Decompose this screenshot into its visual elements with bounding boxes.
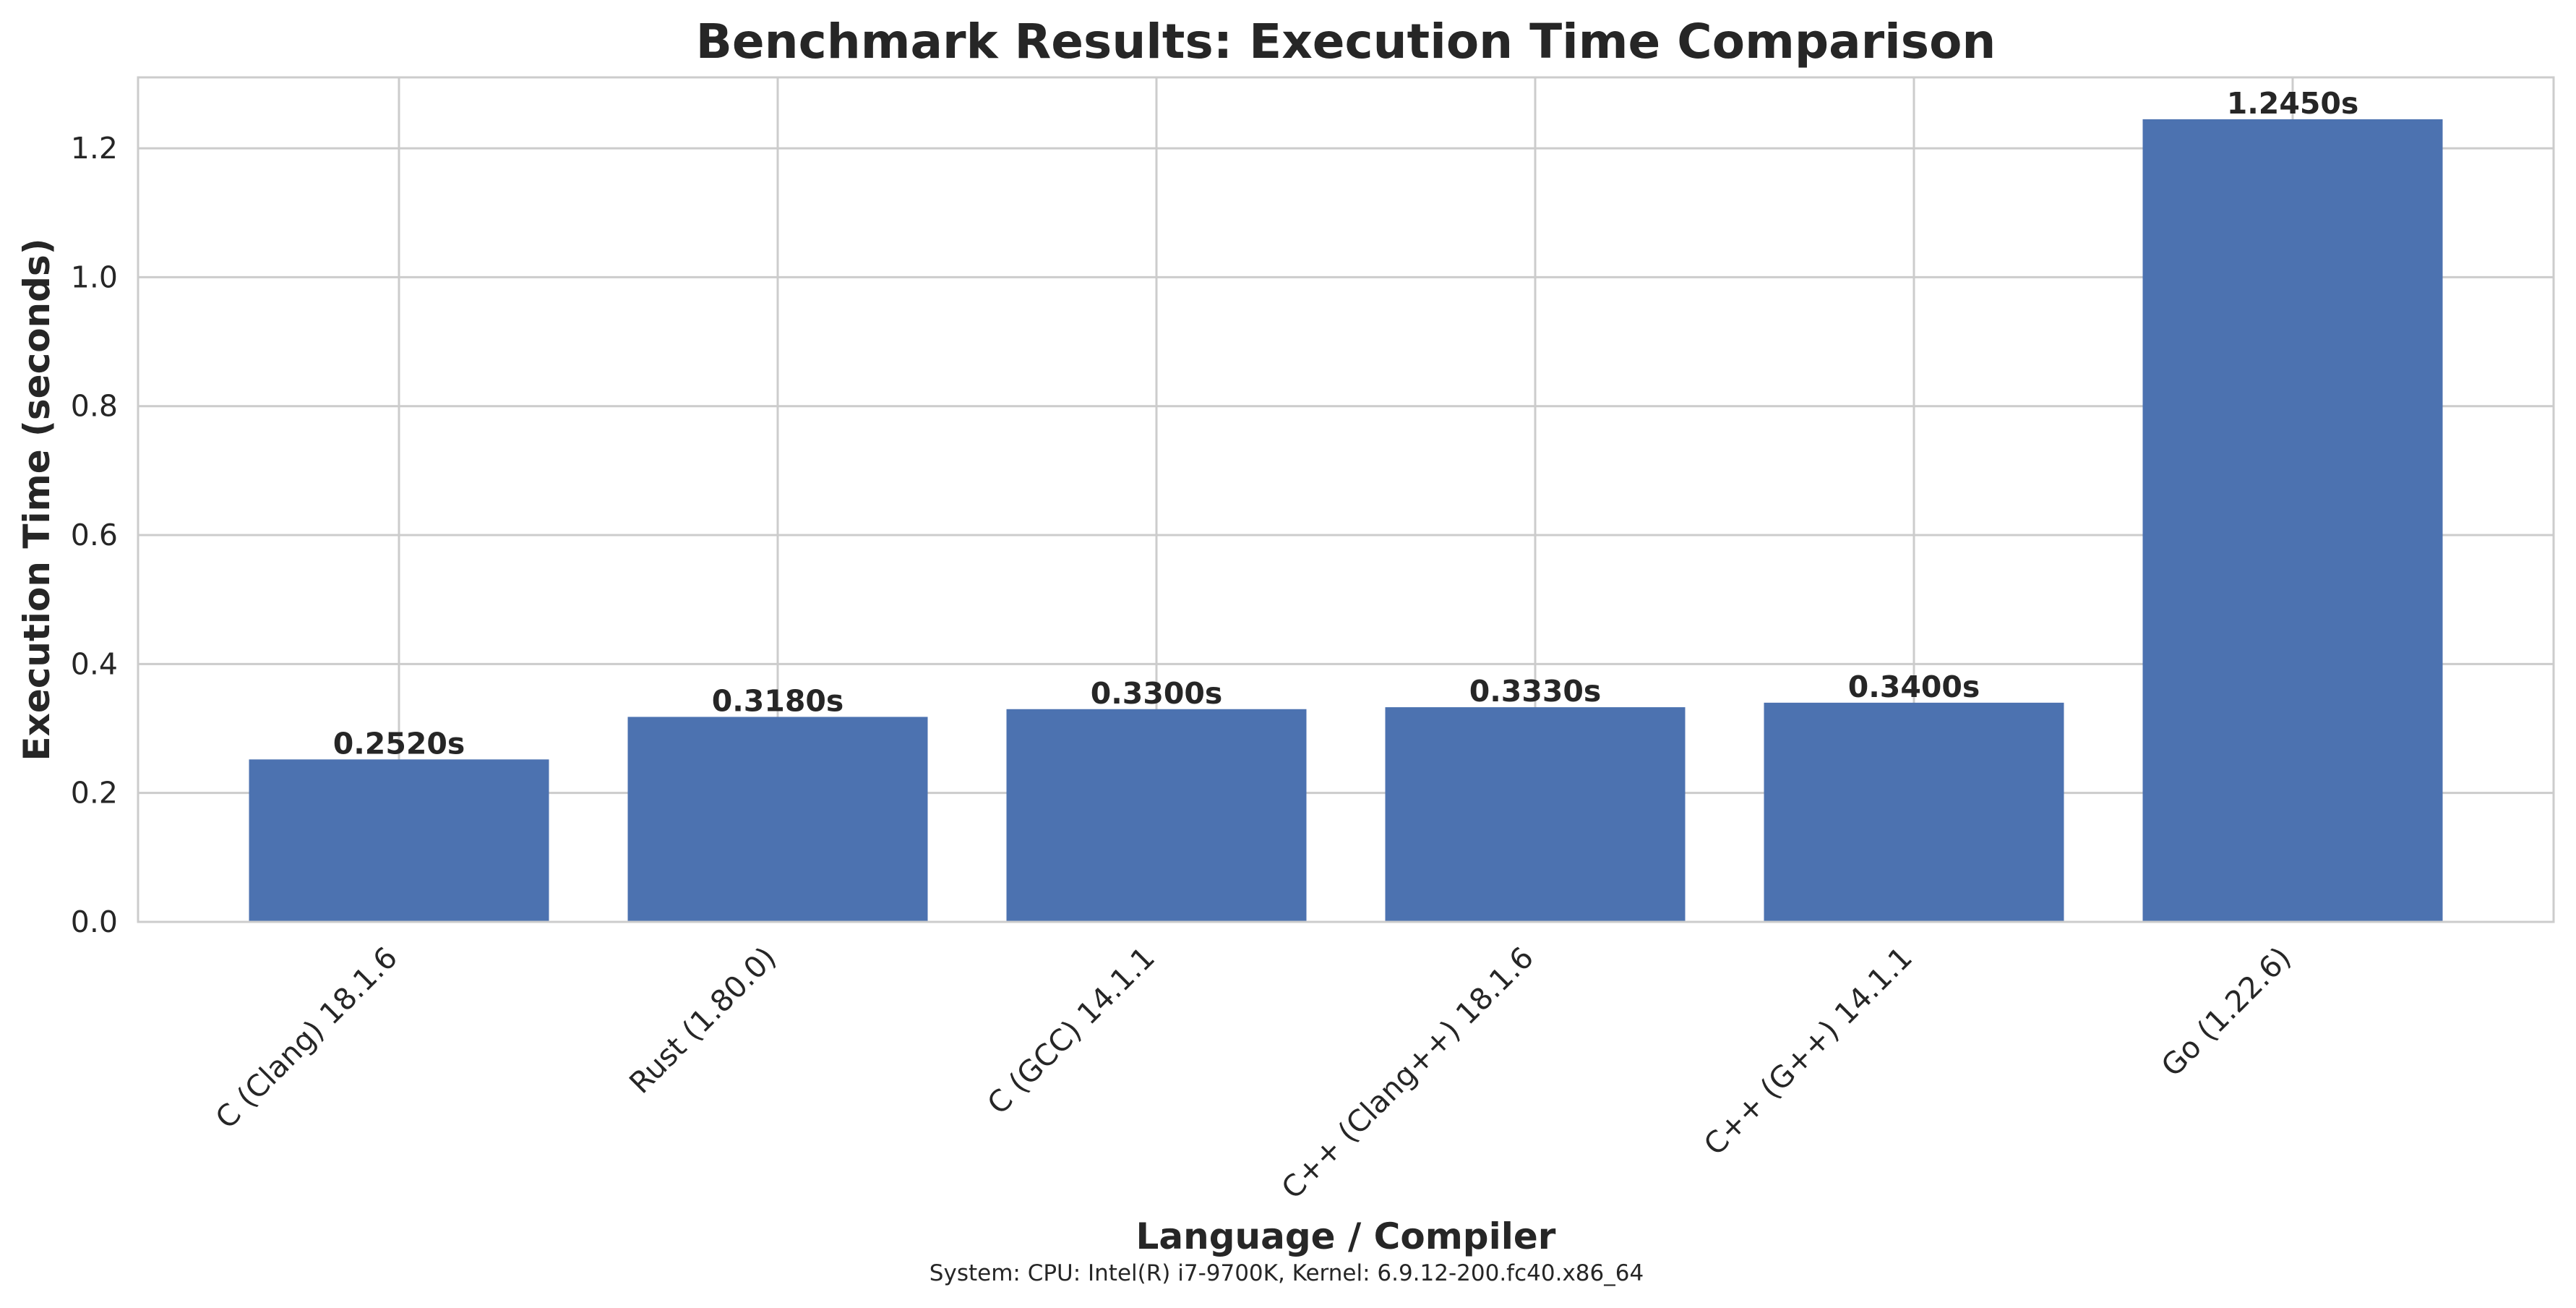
bar — [627, 717, 928, 922]
chart-title: Benchmark Results: Execution Time Compar… — [696, 14, 1996, 69]
y-tick-label: 0.6 — [71, 518, 118, 552]
plot-frame — [137, 76, 2555, 923]
bar — [249, 759, 549, 922]
bar-value-label: 1.2450s — [2227, 86, 2359, 121]
y-tick-label: 0.0 — [71, 905, 118, 939]
system-footnote: System: CPU: Intel(R) i7-9700K, Kernel: … — [929, 1260, 1644, 1286]
data-labels: 0.2520s 0.3180s 0.3300s 0.3330s 0.3400s 1.245… — [333, 86, 2359, 761]
y-axis-label: Execution Time (seconds) — [16, 238, 58, 761]
bar-value-label: 0.3330s — [1469, 674, 1602, 709]
bar — [1006, 709, 1307, 922]
bar-value-label: 0.3180s — [712, 683, 844, 718]
y-tick-label: 0.4 — [71, 646, 118, 681]
bar-value-label: 0.3300s — [1091, 676, 1223, 711]
y-tick-labels: 0.0 0.2 0.4 0.6 0.8 1.0 1.2 — [71, 131, 118, 939]
bar — [1385, 707, 1686, 922]
bar-layer — [249, 119, 2443, 922]
bar-value-label: 0.2520s — [333, 726, 465, 761]
y-tick-label: 0.8 — [71, 389, 118, 424]
bar — [1764, 702, 2064, 922]
x-axis-label: Language / Compiler — [1136, 1215, 1556, 1257]
y-tick-label: 1.0 — [71, 260, 118, 294]
bar-value-label: 0.3400s — [1848, 670, 1980, 704]
y-tick-label: 0.2 — [71, 776, 118, 811]
y-tick-label: 1.2 — [71, 131, 118, 166]
bar — [2142, 119, 2443, 922]
